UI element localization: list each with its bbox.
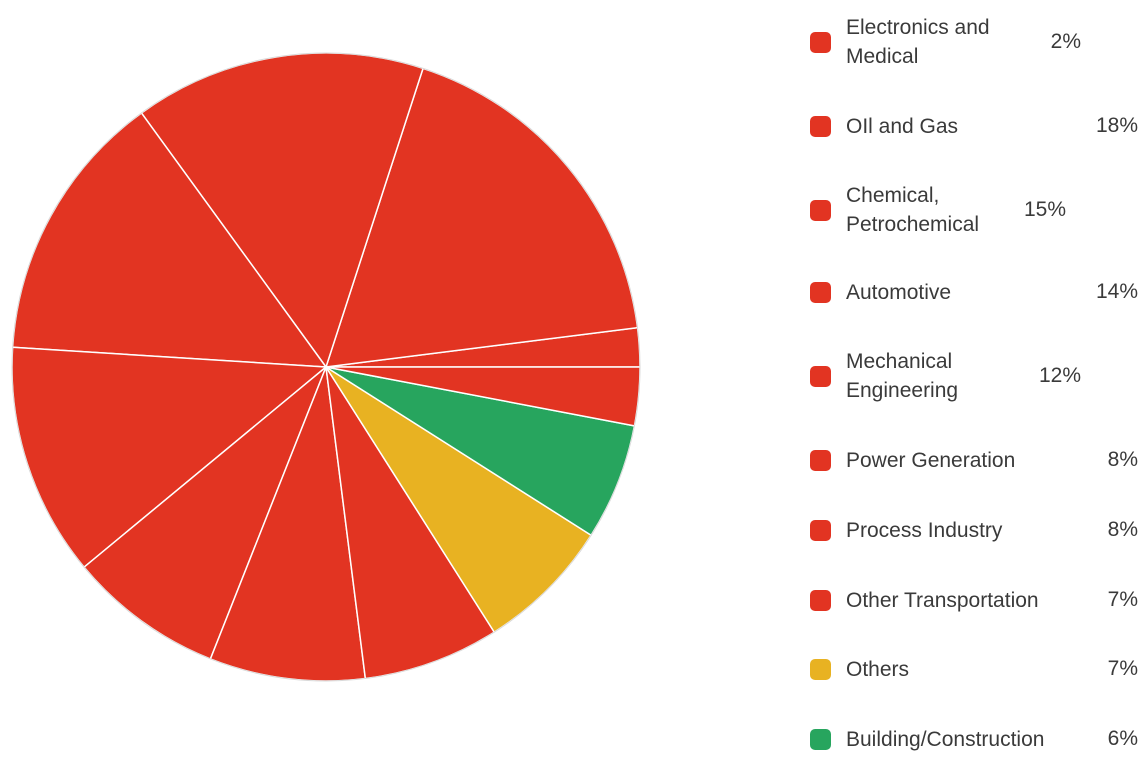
legend-item-building-construction[interactable]: Building/Construction 6% xyxy=(810,709,1138,769)
legend-item-automotive[interactable]: Automotive 14% xyxy=(810,262,1138,322)
legend-item-oil-and-gas[interactable]: OIl and Gas 18% xyxy=(810,96,1138,156)
legend-label: Chemical, Petrochemical xyxy=(846,184,980,236)
legend-swatch xyxy=(810,728,831,750)
legend-item-process-industry[interactable]: Process Industry 8% xyxy=(810,500,1138,560)
chart-legend: Electronics and Medical 2% OIl and Gas 18% C… xyxy=(810,0,1138,751)
legend-value: 12% xyxy=(1038,364,1081,387)
legend-label: Other Transportation xyxy=(846,588,1039,612)
legend-swatch xyxy=(810,658,831,680)
legend-swatch xyxy=(810,115,831,137)
legend-item-other-transportation[interactable]: Other Transportation 7% xyxy=(810,570,1138,630)
legend-value: 15% xyxy=(1023,198,1066,221)
legend-value: 6% xyxy=(1107,727,1138,750)
legend-swatch xyxy=(810,281,831,303)
legend-swatch xyxy=(810,589,831,611)
pie-outline xyxy=(11,52,641,682)
legend-swatch xyxy=(810,449,831,471)
legend-swatch xyxy=(810,365,831,387)
legend-value: 14% xyxy=(1095,280,1138,303)
legend-item-power-generation[interactable]: Power Generation 8% xyxy=(810,430,1138,490)
legend-value: 8% xyxy=(1107,518,1138,541)
legend-value: 7% xyxy=(1107,657,1138,680)
legend-label: Electronics and Medical xyxy=(846,16,990,68)
legend-item-mechanical-engineering[interactable]: Mechanical Engineering 12% xyxy=(810,346,1138,406)
legend-value: 18% xyxy=(1095,114,1138,137)
legend-label: Process Industry xyxy=(846,518,1003,542)
legend-item-others[interactable]: Others 7% xyxy=(810,639,1138,699)
legend-label: Mechanical Engineering xyxy=(846,350,959,402)
legend-value: 8% xyxy=(1107,448,1138,471)
pie-chart xyxy=(11,52,641,682)
legend-swatch xyxy=(810,199,831,221)
legend-label: Others xyxy=(846,657,910,681)
legend-value: 2% xyxy=(1050,30,1081,53)
legend-value: 7% xyxy=(1107,588,1138,611)
legend-label: Power Generation xyxy=(846,448,1016,472)
legend-label: Building/Construction xyxy=(846,727,1045,751)
legend-swatch xyxy=(810,31,831,53)
legend-label: Automotive xyxy=(846,280,952,304)
legend-swatch xyxy=(810,519,831,541)
legend-label: OIl and Gas xyxy=(846,114,959,138)
legend-item-chemical-petrochemical[interactable]: Chemical, Petrochemical 15% xyxy=(810,180,1138,240)
legend-item-electronics-and-medical[interactable]: Electronics and Medical 2% xyxy=(810,12,1138,72)
